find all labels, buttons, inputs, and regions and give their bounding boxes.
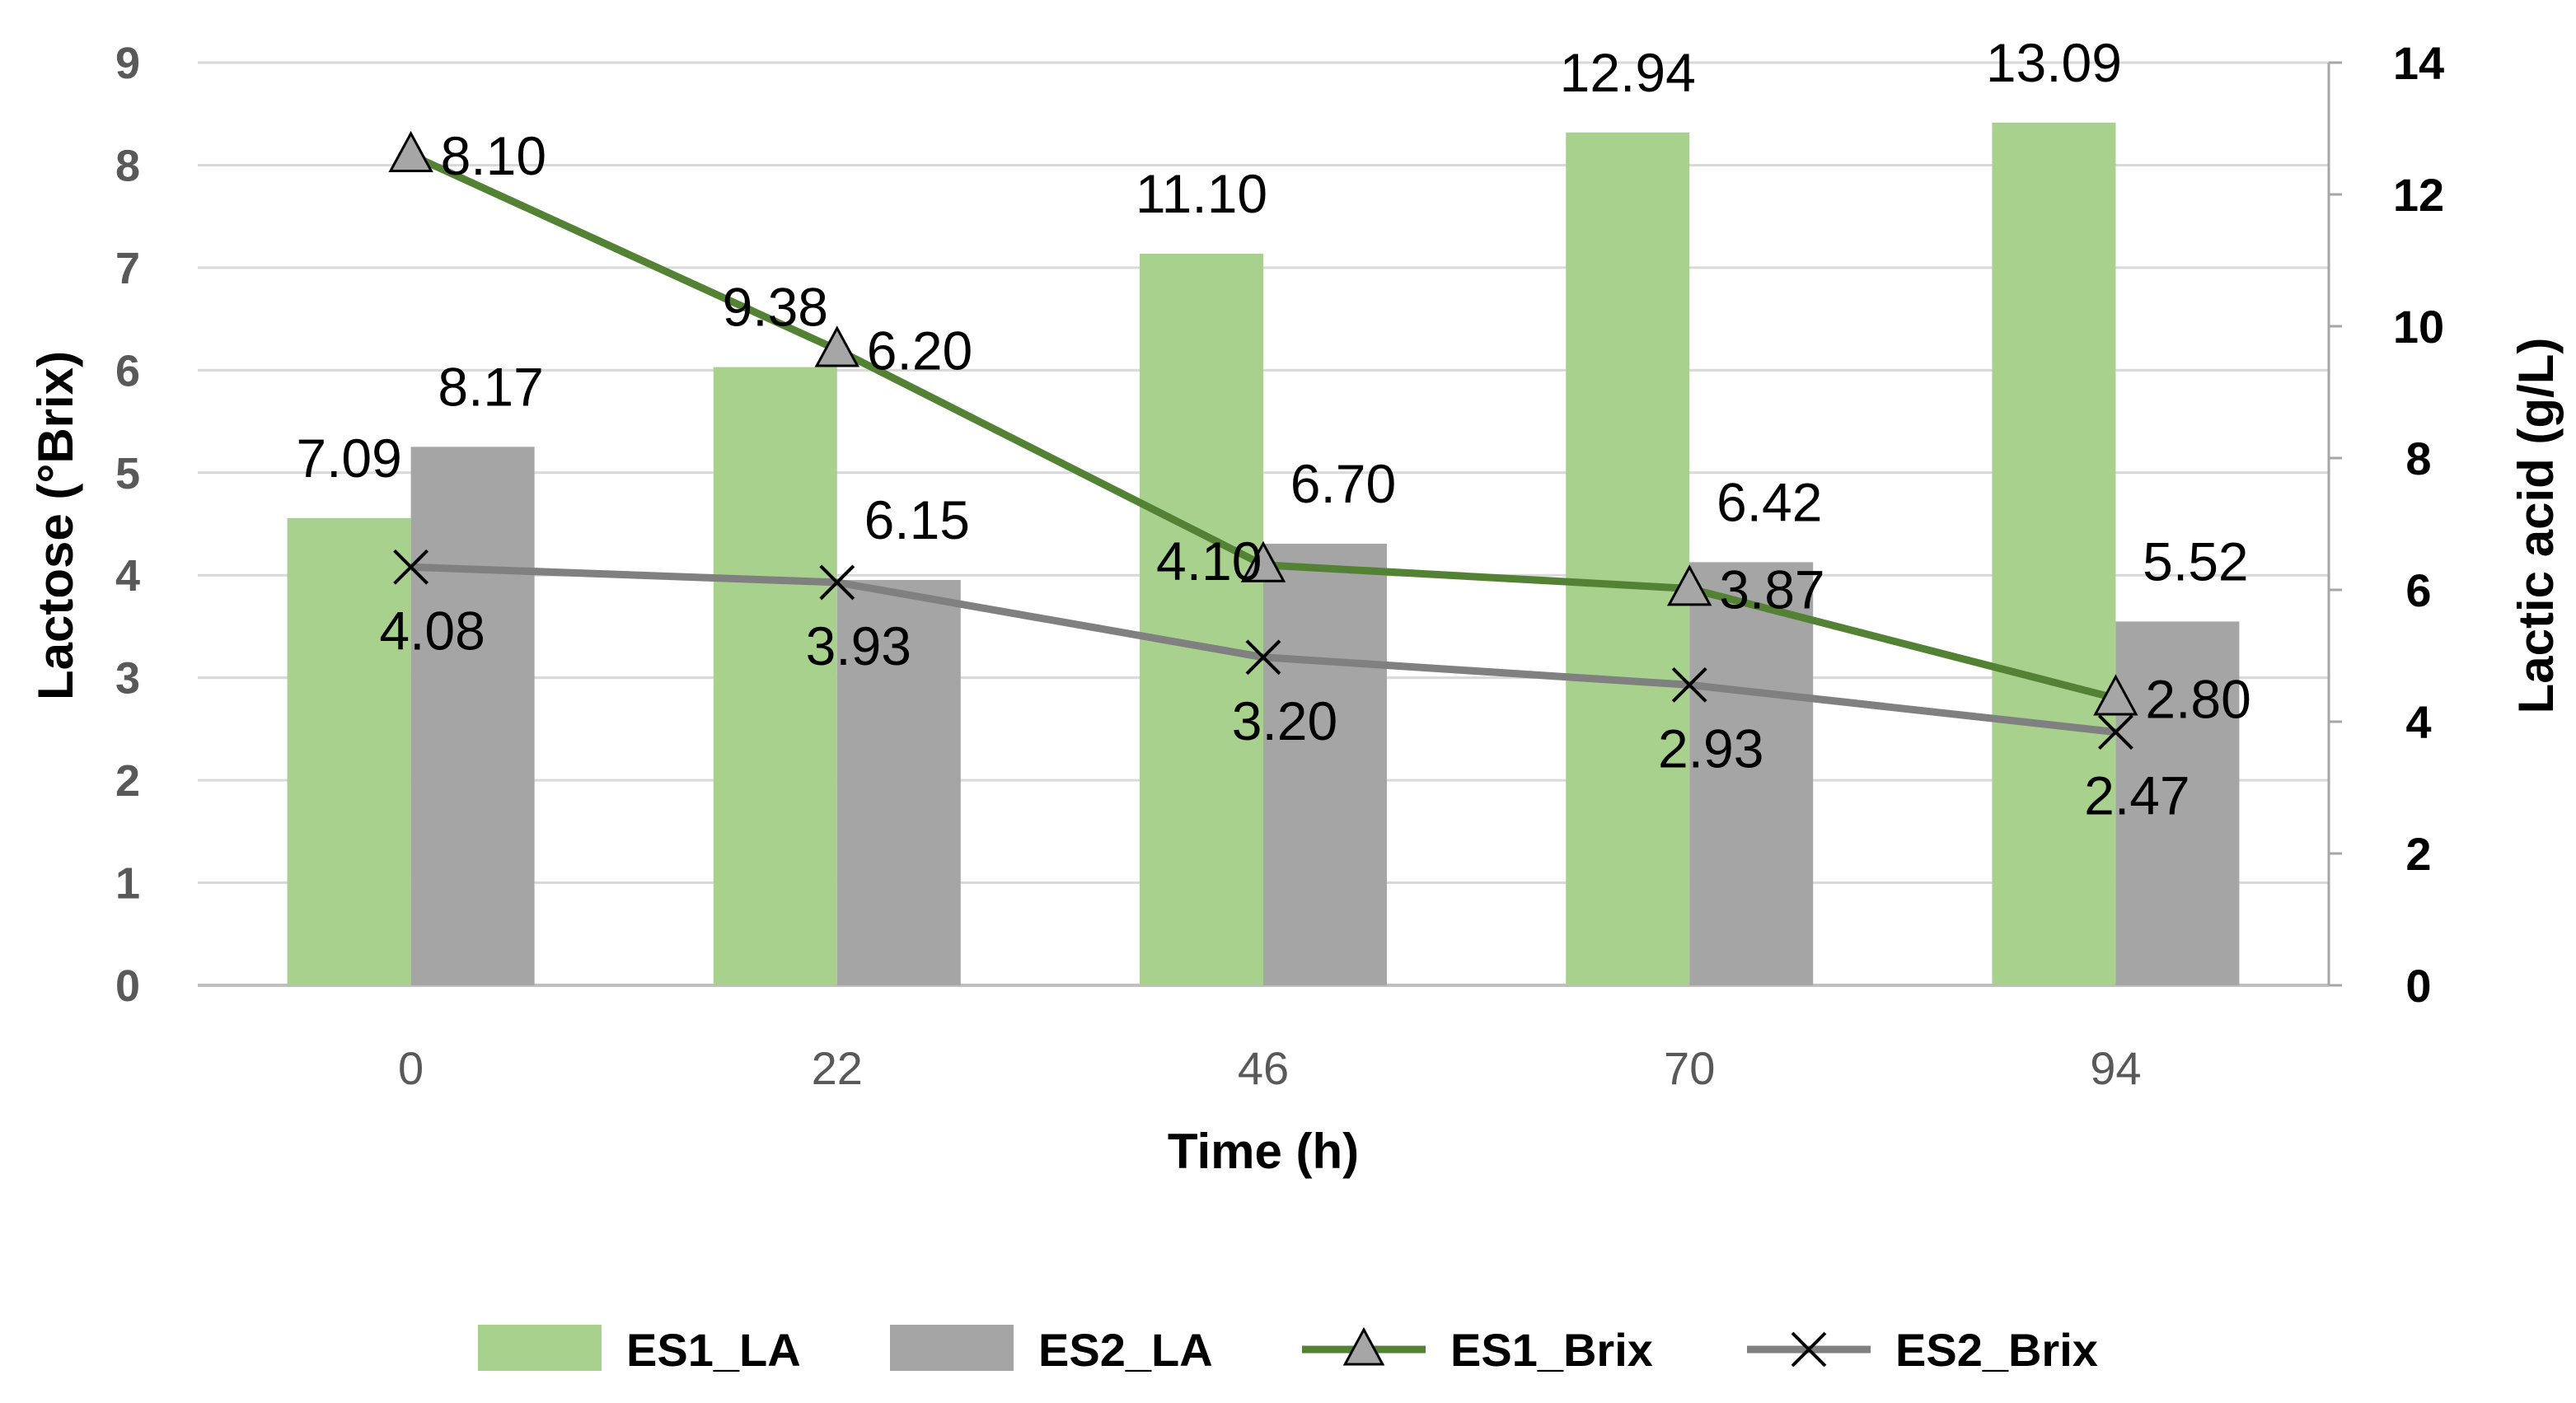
marker-x-stroke (819, 564, 855, 601)
data-label-es1-la: 7.09 (296, 428, 401, 489)
legend-label: ES1_Brix (1450, 1324, 1653, 1376)
legend-marker-triangle (1342, 1326, 1385, 1366)
data-label-es2-brix: 3.93 (806, 615, 911, 676)
y-left-tick-label: 6 (115, 346, 140, 395)
marker-es2-brix (819, 564, 855, 601)
data-label-es1-la: 9.38 (723, 277, 828, 338)
y-axis-right-title: Lactic acid (g/L) (2508, 338, 2564, 714)
lines (388, 130, 2138, 751)
y-right-tick-label: 0 (2405, 960, 2431, 1012)
legend-label: ES2_Brix (1895, 1324, 2098, 1376)
marker-es2-brix (2097, 714, 2133, 751)
y-right-tick-label: 4 (2405, 696, 2431, 748)
bar-es2-la (410, 447, 535, 985)
legend-item-es1-la: ES1_LA (478, 1324, 801, 1376)
y-left-tick-label: 5 (115, 449, 140, 498)
bar-es1-la (1566, 132, 1690, 985)
y-left-tick-label: 0 (115, 961, 140, 1011)
data-label-es2-brix: 4.08 (379, 600, 485, 661)
data-label-es1-la: 11.10 (1136, 163, 1267, 224)
bar-es2-la (836, 580, 961, 985)
legend-swatch (890, 1325, 1014, 1371)
y-left-tick-label: 3 (115, 654, 140, 704)
legend-label: ES2_LA (1038, 1324, 1213, 1376)
legend-item-es2-la: ES2_LA (890, 1324, 1213, 1376)
data-label-es1-la: 12.94 (1560, 42, 1696, 103)
x-tick-label: 22 (812, 1042, 863, 1094)
bar-es2-la (1263, 544, 1387, 985)
y-axis-left-title: Lactose (°Brix) (28, 351, 83, 700)
data-label-es2-la: 8.17 (438, 356, 543, 417)
bar-es2-la (1689, 562, 1814, 985)
data-label-es1-brix: 8.10 (441, 125, 546, 186)
y-left-tick-label: 1 (115, 859, 140, 909)
y-right-tick-label: 14 (2393, 37, 2444, 89)
y-left-tick-label: 4 (115, 551, 140, 601)
y-left-tick-label: 2 (115, 756, 140, 806)
data-label-es2-brix: 3.20 (1232, 690, 1337, 751)
data-label-es2-brix: 2.93 (1658, 718, 1763, 779)
y-right-tick-label: 8 (2405, 433, 2431, 484)
legend-swatch (478, 1325, 602, 1371)
data-label-es1-brix: 4.10 (1156, 531, 1262, 592)
data-label-es1-brix: 2.80 (2145, 669, 2250, 730)
x-tick-label: 94 (2090, 1042, 2141, 1094)
x-tick-label: 46 (1238, 1042, 1289, 1094)
marker-es2-brix (393, 549, 429, 585)
y-right-tick-label: 10 (2393, 301, 2444, 353)
y-left-tick-label: 7 (115, 244, 140, 293)
bar-es1-la (713, 367, 837, 986)
marker-x-stroke (1671, 666, 1707, 703)
x-tick-label: 0 (398, 1042, 424, 1094)
data-labels: 7.09 9.38 11.10 12.94 13.09 8.17 6.15 6.70 6.42 5… (296, 32, 2251, 826)
legend-marker-x (1791, 1331, 1827, 1368)
marker-es1-brix (814, 325, 860, 367)
marker-es2-brix (1245, 639, 1281, 676)
y-left-tick-label: 9 (115, 39, 140, 88)
data-label-es1-brix: 6.20 (867, 320, 972, 381)
data-label-es2-la: 6.15 (864, 489, 970, 550)
y-right-tick-label: 6 (2405, 564, 2431, 616)
legend: ES1_LA ES2_LA ES1_Brix ES2_Brix (478, 1324, 2098, 1376)
data-label-es2-la: 5.52 (2143, 531, 2248, 592)
data-label-es2-la: 6.70 (1290, 453, 1396, 514)
y-left-tick-label: 8 (115, 141, 140, 190)
bar-es1-la (287, 517, 411, 985)
legend-item-es1-brix: ES1_Brix (1302, 1324, 1653, 1376)
data-label-es2-brix: 2.47 (2084, 765, 2190, 826)
marker-x-stroke (2097, 714, 2133, 751)
marker-es1-brix (1240, 540, 1286, 582)
marker-es2-brix (1671, 666, 1707, 703)
marker-es1-brix (388, 130, 433, 172)
data-label-es1-brix: 3.87 (1719, 559, 1824, 620)
y-right-tick-label: 2 (2405, 828, 2431, 880)
x-axis-title: Time (h) (1168, 1124, 1359, 1179)
marker-es1-brix (1666, 564, 1712, 606)
marker-x-stroke (1245, 639, 1281, 676)
data-label-es2-la: 6.42 (1717, 471, 1822, 532)
legend-label: ES1_LA (626, 1324, 801, 1376)
marker-x-stroke (1791, 1331, 1827, 1368)
x-tick-label: 70 (1664, 1042, 1715, 1094)
bars (287, 122, 2240, 986)
marker-es1-brix (2093, 674, 2138, 716)
marker-x-stroke (393, 549, 429, 585)
legend-item-es2-brix: ES2_Brix (1747, 1324, 2098, 1376)
data-label-es1-la: 13.09 (1986, 32, 2122, 93)
y-right-tick-label: 12 (2393, 169, 2444, 221)
bar-es2-la (2115, 621, 2240, 985)
bar-es1-la (1140, 254, 1263, 985)
bar-es1-la (1992, 122, 2116, 985)
